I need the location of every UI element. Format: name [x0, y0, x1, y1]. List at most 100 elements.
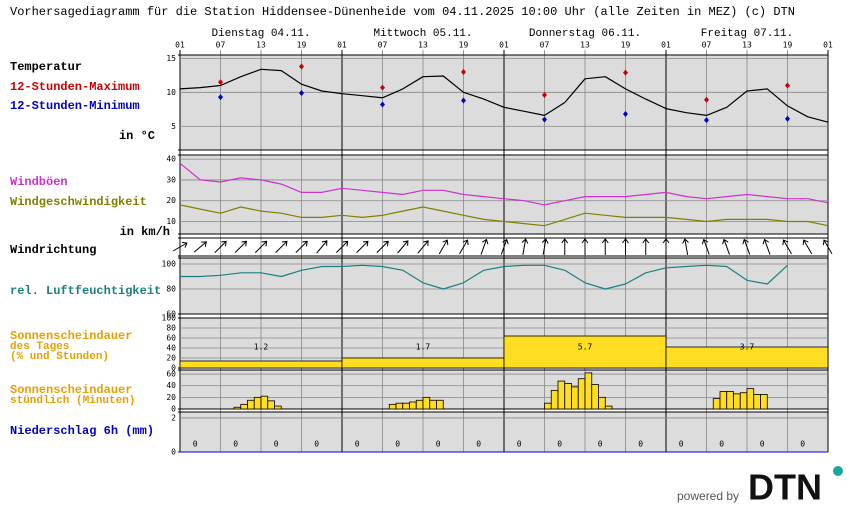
precip-value: 0: [476, 440, 481, 449]
x-tick-label: 19: [621, 41, 631, 50]
y-tick-label: 60: [166, 310, 176, 319]
precip-value: 0: [274, 440, 279, 449]
bar: [591, 384, 599, 410]
wind-arrow: [561, 238, 569, 255]
series-label: Windgeschwindigkeit: [10, 195, 147, 209]
wind-arrow: [397, 240, 409, 254]
day-label: Freitag 07.11.: [701, 28, 793, 40]
bar: [240, 403, 248, 410]
y-tick-label: 60: [166, 370, 176, 379]
y-tick-label: 0: [171, 448, 176, 457]
wind-arrow: [335, 240, 349, 254]
marker: [704, 117, 709, 124]
panel-label: stündlich (Minuten): [10, 395, 135, 407]
bar: [577, 378, 586, 410]
bar: [253, 396, 262, 410]
precip-value: 0: [517, 440, 522, 449]
series-line: [180, 264, 788, 290]
x-tick-label: 13: [418, 41, 428, 50]
panel-label: Sonnenscheindauer: [10, 329, 132, 343]
x-tick-label: 01: [499, 41, 509, 50]
logo-dot: [833, 466, 843, 476]
wind-arrow: [500, 238, 509, 255]
series-label: Windböen: [10, 175, 68, 189]
x-tick-label: 07: [702, 41, 712, 50]
bar: [179, 360, 343, 369]
y-tick-label: 15: [166, 54, 176, 63]
precip-value: 0: [395, 440, 400, 449]
x-tick-label: 07: [378, 41, 388, 50]
wind-arrow: [622, 238, 629, 255]
wind-arrow: [417, 240, 429, 254]
title: Vorhersagediagramm für die Station Hidde…: [10, 5, 795, 19]
wind-arrow: [193, 241, 208, 253]
precip-value: 0: [233, 440, 238, 449]
x-tick-label: 13: [256, 41, 266, 50]
wind-arrow: [682, 238, 689, 255]
y-tick-label: 10: [166, 217, 176, 226]
bar: [409, 401, 417, 410]
precip-value: 0: [719, 440, 724, 449]
panel-label: (% und Stunden): [10, 351, 109, 363]
x-tick-label: 07: [216, 41, 226, 50]
series-label: 12-Stunden-Minimum: [10, 99, 140, 113]
precip-value: 0: [760, 440, 765, 449]
wind-arrow: [521, 238, 529, 255]
precip-value: 0: [679, 440, 684, 449]
wind-arrow: [275, 240, 288, 254]
wind-arrow: [438, 239, 449, 255]
precip-value: 0: [800, 440, 805, 449]
wind-arrow: [662, 238, 670, 255]
y-tick-label: 30: [166, 175, 176, 184]
wind-arrow: [295, 240, 308, 254]
bar: [739, 392, 748, 410]
marker: [785, 115, 790, 122]
wind-arrow: [316, 240, 328, 254]
y-tick-label: 20: [166, 393, 176, 402]
wind-arrow: [214, 240, 227, 254]
bar: [598, 396, 606, 410]
y-tick-label: 0: [171, 405, 176, 414]
wind-arrow: [782, 239, 792, 255]
wind-arrow: [234, 240, 247, 254]
series-label: rel. Luftfeuchtigkeit: [10, 284, 161, 298]
y-tick-label: 20: [166, 196, 176, 205]
marker: [542, 92, 547, 99]
bar: [395, 402, 404, 410]
bar: [712, 398, 721, 410]
wind-arrow: [376, 240, 389, 254]
bar: [665, 346, 829, 369]
y-tick-label: 20: [166, 354, 176, 363]
precip-value: 0: [355, 440, 360, 449]
unit-label: in °C: [119, 129, 155, 143]
bar: [733, 393, 741, 410]
bar: [402, 402, 410, 410]
bar: [584, 372, 593, 410]
bar: [544, 402, 552, 410]
y-tick-label: 2: [171, 413, 176, 422]
bar: [503, 335, 667, 369]
wind-arrow: [356, 240, 369, 254]
wind-arrow: [254, 240, 268, 254]
bar: [604, 405, 613, 410]
day-label: Donnerstag 06.11.: [529, 28, 641, 40]
wind-arrow: [601, 238, 609, 255]
marker: [218, 79, 223, 86]
precip-value: 0: [314, 440, 319, 449]
logo: DTN: [748, 467, 822, 508]
bar: [726, 391, 734, 410]
bar: [753, 394, 761, 410]
marker: [299, 90, 304, 96]
bar: [422, 396, 431, 410]
wind-arrow: [642, 238, 650, 255]
bar: [760, 394, 768, 410]
bar-label: 5.7: [578, 343, 593, 352]
wind-arrow: [762, 238, 771, 255]
precip-value: 0: [638, 440, 643, 449]
panel-label: des Tages: [10, 341, 69, 353]
wind-arrow: [459, 239, 469, 255]
y-tick-label: 80: [166, 285, 176, 294]
bar: [564, 382, 572, 410]
series-line: [179, 204, 829, 227]
